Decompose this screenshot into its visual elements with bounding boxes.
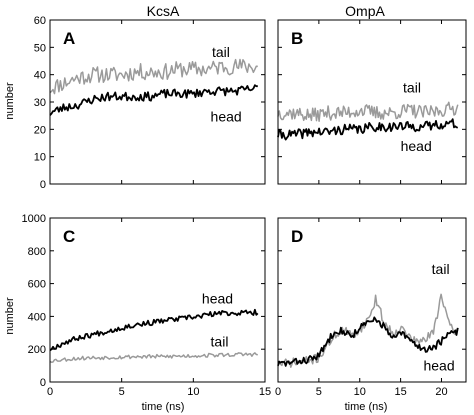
panel-a-ytick-label: 20 <box>34 124 46 136</box>
panel-a-letter: A <box>63 29 75 48</box>
panel-c-annotation-head: head <box>202 290 233 306</box>
panel-c-letter: C <box>63 227 75 246</box>
panel-c-xtick-label: 15 <box>259 386 271 398</box>
panel-a-ytick-label: 10 <box>34 152 46 164</box>
panel-b-annotation-head: head <box>401 138 432 154</box>
panel-d-series-head <box>277 316 459 367</box>
panel-d-annotation-head: head <box>423 358 454 374</box>
panel-c-ytick-label: 800 <box>28 246 46 258</box>
panel-c-series-head <box>49 308 259 352</box>
panel-c-ytick-label: 400 <box>28 311 46 323</box>
panel-c-ytick-label: 600 <box>28 279 46 291</box>
panel-b-series-head <box>277 118 459 141</box>
panel-c-xtick-label: 5 <box>119 386 125 398</box>
panel-c-ylabel: number <box>4 297 16 335</box>
panel-c-ytick-label: 1000 <box>22 213 46 225</box>
panel-c-ytick-label: 0 <box>40 377 46 389</box>
panel-c-xlabel: time (ns) <box>142 401 185 413</box>
panel-c-xtick-label: 0 <box>47 386 53 398</box>
panel-d-xtick-label: 0 <box>275 386 281 398</box>
panel-d-annotation-tail: tail <box>432 261 450 277</box>
column-title-ompa: OmpA <box>345 3 385 19</box>
panel-d-xlabel: time (ns) <box>345 401 388 413</box>
panel-d-xtick-label: 20 <box>435 386 447 398</box>
panel-d-xtick-label: 10 <box>354 386 366 398</box>
panel-a-ytick-label: 60 <box>34 15 46 27</box>
panel-c-annotation-tail: tail <box>211 334 229 350</box>
panel-a-ytick-label: 40 <box>34 70 46 82</box>
panel-d-xtick-label: 5 <box>316 386 322 398</box>
panel-a-series-tail <box>49 58 258 95</box>
column-title-kcsa: KcsA <box>147 3 180 19</box>
panel-c-series-tail <box>49 352 258 363</box>
panel-d-series-tail <box>277 293 459 368</box>
panel-c-ytick-label: 200 <box>28 344 46 356</box>
panel-d-frame <box>277 217 467 383</box>
panel-a-ylabel: number <box>4 82 16 120</box>
panel-b-letter: B <box>291 29 303 48</box>
panel-b-series-tail <box>277 101 459 122</box>
panel-a-annotation-tail: tail <box>212 44 230 60</box>
panel-a-ytick-label: 30 <box>34 97 46 109</box>
panel-a-ytick-label: 0 <box>40 179 46 191</box>
panel-d-letter: D <box>291 227 303 246</box>
panel-c-xtick-label: 10 <box>187 386 199 398</box>
panel-a-ytick-label: 50 <box>34 42 46 54</box>
panel-b-frame <box>277 19 467 185</box>
panel-a-annotation-head: head <box>211 109 242 125</box>
panel-d-xtick-label: 15 <box>394 386 406 398</box>
panel-c-frame <box>49 217 266 383</box>
panel-b-annotation-tail: tail <box>403 79 421 95</box>
panel-a-series-head <box>49 84 258 116</box>
